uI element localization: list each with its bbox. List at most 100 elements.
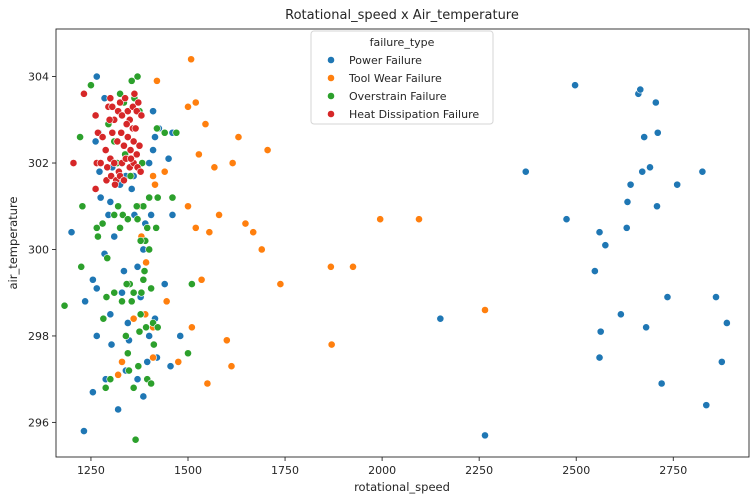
data-point bbox=[92, 223, 101, 232]
data-point bbox=[137, 288, 146, 297]
data-point bbox=[616, 310, 625, 319]
legend-label: Power Failure bbox=[349, 54, 422, 67]
data-point bbox=[562, 215, 571, 224]
data-point bbox=[571, 81, 579, 90]
data-point bbox=[149, 340, 158, 349]
series-0 bbox=[67, 72, 731, 440]
data-point bbox=[142, 323, 150, 332]
data-point bbox=[623, 198, 632, 206]
data-point bbox=[133, 215, 142, 224]
legend-item: Heat Dissipation Failure bbox=[327, 108, 479, 121]
points-layer bbox=[60, 55, 731, 444]
data-point bbox=[106, 310, 115, 319]
data-point bbox=[91, 111, 100, 120]
data-point bbox=[481, 431, 489, 440]
series-2 bbox=[60, 72, 196, 444]
data-point bbox=[210, 163, 219, 172]
data-point bbox=[436, 314, 445, 323]
data-point bbox=[663, 293, 672, 301]
x-tick-label: 1500 bbox=[174, 464, 202, 477]
data-point bbox=[135, 327, 144, 336]
data-point bbox=[110, 210, 119, 219]
y-axis: 296 298 300 302 304 bbox=[28, 71, 56, 429]
data-point bbox=[151, 133, 159, 141]
data-point bbox=[184, 202, 192, 211]
data-point bbox=[127, 297, 136, 306]
data-point bbox=[126, 146, 135, 154]
chart-title: Rotational_speed x Air_temperature bbox=[285, 8, 519, 23]
data-point bbox=[77, 262, 86, 271]
legend-marker bbox=[327, 92, 335, 100]
data-point bbox=[187, 280, 196, 288]
data-point bbox=[276, 280, 285, 288]
legend-label: Overstrain Failure bbox=[349, 90, 447, 103]
data-point bbox=[673, 180, 682, 189]
data-point bbox=[702, 401, 711, 410]
data-point bbox=[145, 193, 154, 202]
data-point bbox=[127, 76, 136, 85]
data-point bbox=[78, 202, 87, 211]
x-tick-label: 2000 bbox=[368, 464, 396, 477]
data-point bbox=[149, 146, 157, 154]
data-point bbox=[114, 370, 123, 379]
data-point bbox=[197, 275, 206, 284]
data-point bbox=[521, 167, 530, 176]
data-point bbox=[125, 366, 133, 375]
data-point bbox=[118, 210, 127, 219]
data-point bbox=[653, 128, 662, 137]
data-point bbox=[698, 167, 707, 176]
data-point bbox=[95, 167, 104, 176]
data-point bbox=[107, 340, 116, 349]
data-point bbox=[227, 362, 236, 371]
data-point bbox=[205, 228, 214, 237]
data-point bbox=[622, 223, 631, 232]
data-point bbox=[123, 349, 132, 358]
data-point bbox=[87, 81, 95, 90]
data-point bbox=[137, 111, 146, 120]
data-point bbox=[153, 323, 162, 332]
data-point bbox=[201, 120, 210, 129]
series-3 bbox=[69, 89, 146, 193]
data-point bbox=[136, 310, 145, 319]
data-point bbox=[81, 297, 90, 306]
legend: failure_type Power Failure Tool Wear Fail… bbox=[310, 30, 494, 125]
data-point bbox=[184, 102, 192, 111]
data-point bbox=[122, 120, 131, 129]
data-point bbox=[222, 336, 231, 345]
data-point bbox=[131, 435, 140, 444]
data-point bbox=[176, 332, 185, 340]
x-tick-label: 2750 bbox=[659, 464, 687, 477]
data-point bbox=[349, 262, 357, 271]
data-point bbox=[191, 98, 200, 107]
data-point bbox=[601, 241, 610, 250]
data-point bbox=[646, 163, 654, 172]
x-axis: 1250 1500 1750 2000 2250 2500 2750 bbox=[77, 457, 687, 477]
legend-title: failure_type bbox=[370, 36, 435, 49]
data-point bbox=[136, 236, 145, 245]
data-point bbox=[142, 258, 150, 267]
data-point bbox=[415, 215, 423, 224]
data-point bbox=[653, 202, 661, 211]
data-point bbox=[132, 150, 141, 159]
data-point bbox=[91, 185, 100, 193]
data-point bbox=[107, 172, 116, 180]
data-point bbox=[99, 314, 108, 323]
data-point bbox=[160, 280, 169, 288]
legend-marker bbox=[327, 110, 335, 118]
data-point bbox=[114, 202, 123, 211]
data-point bbox=[143, 357, 152, 366]
data-point bbox=[106, 375, 115, 384]
data-point bbox=[640, 133, 649, 141]
legend-item: Power Failure bbox=[327, 54, 422, 67]
data-point bbox=[120, 141, 128, 150]
data-point bbox=[92, 72, 101, 81]
data-point bbox=[147, 379, 156, 388]
legend-box bbox=[310, 30, 494, 125]
data-point bbox=[149, 353, 157, 362]
legend-items: Power Failure Tool Wear Failure Overstrain… bbox=[327, 54, 479, 121]
data-point bbox=[327, 340, 336, 349]
data-point bbox=[722, 319, 731, 327]
data-point bbox=[108, 128, 117, 137]
data-point bbox=[114, 405, 123, 414]
data-point bbox=[638, 167, 647, 176]
